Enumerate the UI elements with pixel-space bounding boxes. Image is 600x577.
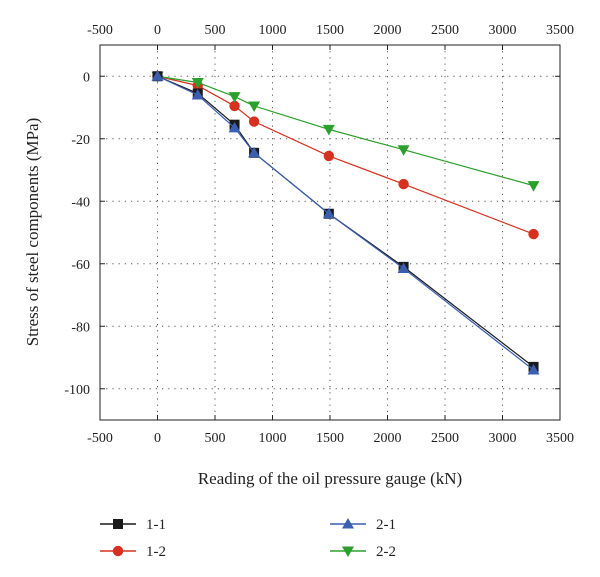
data-point-2-1: [151, 70, 164, 81]
series-line-1-1: [157, 75, 534, 368]
y-tick-label: -40: [71, 195, 90, 210]
legend: 1-1 1-2 2-1 2-2: [100, 517, 396, 560]
legend-marker: [112, 545, 124, 557]
series-1-2: [152, 71, 539, 240]
x-tick-label-top: 2000: [374, 23, 402, 38]
x-tick-label-top: 3500: [546, 23, 574, 38]
x-tick-label: -500: [87, 431, 113, 446]
data-point-2-2: [397, 145, 410, 156]
x-axis-title: Reading of the oil pressure gauge (kN): [198, 469, 462, 488]
x-tick-label-top: 1000: [259, 23, 287, 38]
y-tick-label: 0: [83, 70, 90, 85]
x-tick-label: 500: [205, 431, 226, 446]
data-point-1-2: [398, 178, 409, 190]
legend-label: 1-2: [146, 544, 166, 560]
x-axis-tick-labels-bottom: -500 0 500 1000 1500 2000 2500 3000 3500: [87, 431, 574, 446]
legend-item-2-2: 2-2: [330, 544, 396, 560]
legend-label: 2-2: [376, 544, 396, 560]
data-point-1-2: [323, 150, 335, 162]
data-point-2-1: [228, 121, 241, 133]
x-axis-tick-labels-top: -500 0 500 1000 1500 2000 2500 3000 3500: [87, 23, 574, 38]
x-tick-label-top: 3000: [489, 23, 517, 38]
x-tick-label: 1000: [259, 431, 287, 446]
x-tick-label: 1500: [316, 431, 344, 446]
y-axis-tick-labels: -100 -80 -60 -40 -20 0: [64, 70, 90, 398]
x-tick-label: 3000: [489, 431, 517, 446]
series-2-1: [151, 70, 540, 375]
data-point-1-2: [528, 228, 539, 240]
x-tick-label-top: 2500: [431, 23, 459, 38]
legend-label: 1-1: [146, 517, 166, 533]
series-2-2: [151, 71, 540, 192]
y-axis-title: Stress of steel components (MPa): [23, 118, 42, 347]
grid-lines: [100, 45, 560, 420]
data-point-2-1: [527, 364, 540, 375]
x-tick-label-top: -500: [87, 23, 113, 38]
y-tick-label: -80: [71, 320, 90, 335]
x-tick-label: 3500: [546, 431, 574, 446]
legend-label: 2-1: [376, 517, 396, 533]
x-tick-label-top: 1500: [316, 23, 344, 38]
data-point-2-2: [248, 101, 261, 112]
y-tick-label: -100: [64, 383, 90, 398]
y-tick-label: -20: [71, 133, 90, 148]
data-point-2-1: [248, 146, 261, 158]
x-tick-label: 2500: [431, 431, 459, 446]
legend-item-1-1: 1-1: [100, 517, 166, 533]
y-tick-label: -60: [71, 258, 90, 273]
legend-item-2-1: 2-1: [330, 517, 396, 533]
data-point-1-2: [229, 100, 240, 112]
data-point-2-2: [322, 124, 335, 136]
series-line-2-2: [157, 75, 534, 187]
x-tick-label: 2000: [374, 431, 402, 446]
legend-item-1-2: 1-2: [100, 544, 166, 560]
legend-marker: [342, 518, 354, 529]
legend-marker: [342, 546, 354, 557]
series-1-1: [152, 71, 539, 372]
x-tick-label: 0: [154, 431, 161, 446]
axis-ticks: [99, 45, 561, 420]
series-line-1-2: [157, 75, 534, 235]
data-point-2-1: [191, 89, 204, 100]
data-point-2-1: [397, 262, 410, 273]
data-point-1-2: [248, 116, 260, 127]
legend-marker: [113, 519, 123, 529]
data-point-2-2: [228, 92, 241, 103]
data-point-2-1: [322, 207, 335, 219]
data-point-2-2: [191, 78, 204, 89]
series-group: [151, 70, 540, 375]
x-tick-label-top: 0: [154, 23, 161, 38]
series-line-2-1: [157, 75, 534, 371]
data-point-2-2: [527, 181, 540, 192]
x-tick-label-top: 500: [205, 23, 226, 38]
